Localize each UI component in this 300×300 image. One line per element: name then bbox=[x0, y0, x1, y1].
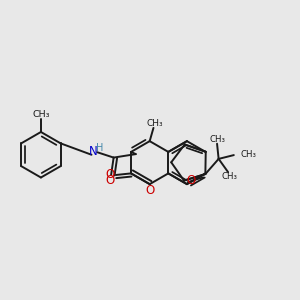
Text: O: O bbox=[146, 184, 155, 197]
Text: CH₃: CH₃ bbox=[32, 110, 50, 119]
Text: O: O bbox=[106, 169, 115, 182]
Text: O: O bbox=[105, 174, 114, 187]
Text: CH₃: CH₃ bbox=[240, 150, 256, 159]
Text: N: N bbox=[89, 145, 98, 158]
Text: O: O bbox=[186, 174, 196, 187]
Text: CH₃: CH₃ bbox=[222, 172, 238, 181]
Text: CH₃: CH₃ bbox=[147, 119, 164, 128]
Text: CH₃: CH₃ bbox=[209, 135, 225, 144]
Text: H: H bbox=[96, 143, 103, 153]
